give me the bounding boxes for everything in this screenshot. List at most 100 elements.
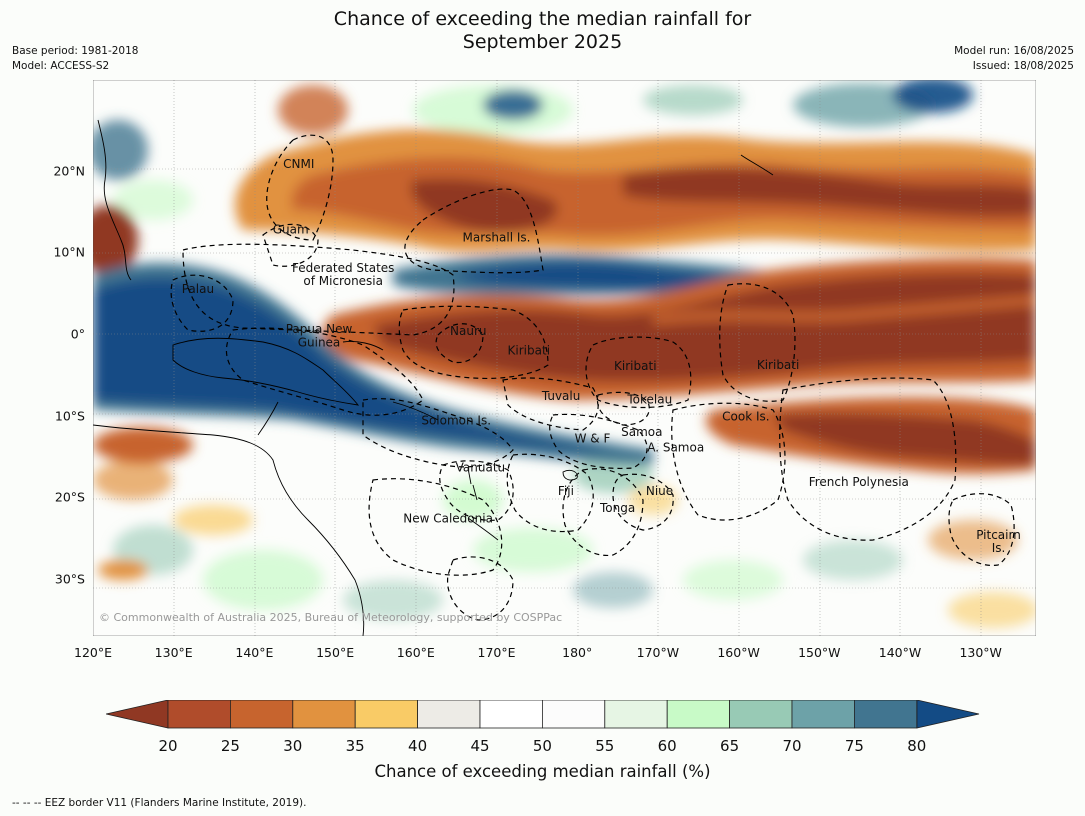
rainfall-field bbox=[93, 80, 1036, 628]
eez-marshall bbox=[404, 188, 544, 274]
base-info: Base period: 1981-2018 Model: ACCESS-S2 bbox=[12, 44, 138, 74]
region-label: Tuvalu bbox=[541, 389, 581, 403]
colorbar-tick-label: 50 bbox=[532, 737, 552, 755]
latitude-label: 0° bbox=[70, 326, 85, 342]
region-label: Fiji bbox=[558, 484, 574, 498]
equatorial-dry-band-core bbox=[373, 273, 1036, 382]
region-label: Vanuatu bbox=[456, 460, 506, 474]
eez-borders bbox=[170, 134, 1015, 621]
colorbar-cell bbox=[604, 700, 668, 729]
colorbar-tick-label: 30 bbox=[283, 737, 303, 755]
eez-vanuatu bbox=[439, 460, 514, 521]
eez-new-caledonia bbox=[368, 478, 503, 576]
run-info: Model run: 16/08/2025 Issued: 18/08/2025 bbox=[954, 44, 1074, 74]
coastlines bbox=[93, 119, 774, 636]
longitude-label: 160°E bbox=[396, 645, 435, 660]
eez-wallis-samoa bbox=[549, 413, 648, 469]
new-caledonia bbox=[467, 517, 499, 541]
colorbar-cell bbox=[230, 700, 294, 729]
region-label: Tonga bbox=[599, 501, 635, 515]
eez-cnmi bbox=[266, 134, 334, 241]
model-name: Model: ACCESS-S2 bbox=[12, 60, 110, 72]
longitude-label: 150°E bbox=[316, 645, 355, 660]
vanuatu bbox=[467, 467, 478, 501]
longitude-label: 170°E bbox=[477, 645, 516, 660]
longitude-label: 140°E bbox=[235, 645, 274, 660]
region-label: Guinea bbox=[298, 335, 341, 349]
colorbar-cell bbox=[666, 700, 731, 729]
longitude-label: 120°E bbox=[73, 645, 113, 660]
region-label: Tokelau bbox=[626, 392, 672, 406]
colorbar-high-extension bbox=[916, 700, 980, 729]
longitude-label: 180° bbox=[562, 645, 593, 660]
colorbar-tick-label: 20 bbox=[158, 737, 178, 755]
noise-patches bbox=[93, 80, 1036, 628]
eez-footnote: -- -- -- EEZ border V11 (Flanders Marine… bbox=[12, 797, 307, 809]
latitude-label: 10°N bbox=[53, 244, 85, 260]
colorbar-tick-label: 75 bbox=[844, 737, 864, 755]
map-title: Chance of exceeding the median rainfall … bbox=[0, 8, 1085, 54]
colorbar-cell bbox=[167, 700, 231, 729]
issued-date: Issued: 18/08/2025 bbox=[972, 60, 1074, 72]
region-label: Palau bbox=[182, 282, 214, 296]
longitude-label: 130°W bbox=[959, 645, 1002, 660]
eez-nauru bbox=[435, 323, 484, 364]
region-label: Cook Is. bbox=[722, 410, 769, 424]
philippines-coast bbox=[97, 119, 132, 281]
region-label: Marshall Is. bbox=[463, 231, 531, 245]
longitude-label: 130°E bbox=[154, 645, 193, 660]
region-label: Is. bbox=[992, 541, 1006, 555]
colorbar-cell bbox=[541, 700, 606, 729]
title-line-1: Chance of exceeding the median rainfall … bbox=[333, 8, 752, 30]
region-label: Kiribati bbox=[757, 358, 799, 372]
eez-fsm bbox=[182, 243, 455, 336]
fiji bbox=[562, 469, 578, 481]
region-label: CNMI bbox=[283, 157, 314, 171]
latitude-label: 20°S bbox=[54, 489, 85, 505]
eez-guam bbox=[262, 223, 319, 267]
eez-kiribati-gilbert bbox=[398, 305, 549, 380]
copyright-notice: © Commonwealth of Australia 2025, Bureau… bbox=[99, 611, 562, 624]
colorbar bbox=[106, 700, 980, 729]
hawaii bbox=[740, 154, 774, 176]
colorbar-tick-label: 60 bbox=[657, 737, 677, 755]
region-label: Federated States bbox=[292, 261, 394, 275]
new-guinea-coast bbox=[172, 337, 360, 406]
longitude-label: 150°W bbox=[798, 645, 841, 660]
colorbar-tick-label: 70 bbox=[782, 737, 802, 755]
title-line-2: September 2025 bbox=[462, 31, 623, 53]
eez-tuvalu bbox=[502, 377, 599, 431]
colorbar-tick-label: 65 bbox=[720, 737, 740, 755]
eez-kiribati-line bbox=[719, 283, 796, 402]
eez-cook bbox=[671, 402, 786, 521]
region-label: Kiribati bbox=[614, 359, 656, 373]
region-label: of Micronesia bbox=[303, 274, 383, 288]
region-label: Nauru bbox=[450, 324, 486, 338]
longitude-label: 170°W bbox=[636, 645, 680, 660]
eez-norfolk bbox=[446, 556, 514, 621]
colorbar-cell bbox=[354, 700, 418, 729]
region-label: Samoa bbox=[621, 425, 662, 439]
longitude-label: 140°W bbox=[878, 645, 922, 660]
eez-tonga bbox=[562, 468, 644, 557]
colorbar-cell bbox=[854, 700, 918, 729]
solomon-coast bbox=[392, 401, 439, 421]
colorbar-cell bbox=[417, 700, 481, 729]
longitude-label: 160°W bbox=[717, 645, 760, 660]
region-label: Kiribati bbox=[508, 343, 550, 357]
region-label: Guam bbox=[273, 223, 309, 237]
colorbar-cell bbox=[292, 700, 356, 729]
australia-coast bbox=[93, 424, 365, 636]
eez-niue bbox=[612, 473, 674, 531]
colorbar-cells bbox=[167, 700, 918, 729]
region-label: Niue bbox=[646, 484, 673, 498]
eez-tokelau bbox=[596, 391, 650, 426]
colorbar-cell bbox=[729, 700, 793, 729]
colorbar-cell bbox=[791, 700, 855, 729]
latitude-label: 10°S bbox=[54, 408, 85, 424]
model-run: Model run: 16/08/2025 bbox=[954, 45, 1074, 57]
colorbar-tick-label: 40 bbox=[408, 737, 428, 755]
latitude-label: 20°N bbox=[53, 163, 85, 179]
region-label: New Caledonia bbox=[403, 512, 493, 526]
